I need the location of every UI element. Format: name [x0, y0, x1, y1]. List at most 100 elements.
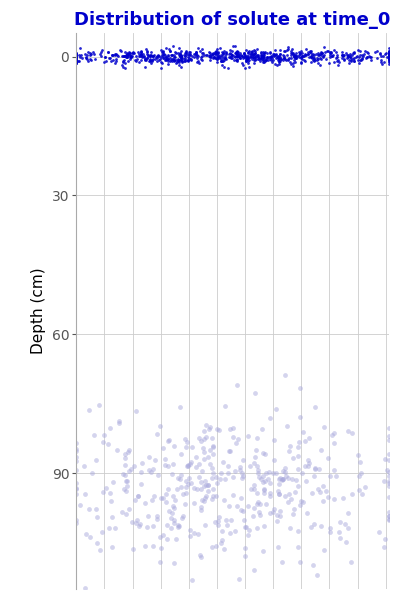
Point [356, 471, 363, 481]
Point [215, 521, 222, 530]
Point [244, 47, 251, 56]
Point [314, 570, 320, 580]
Point [169, 469, 175, 478]
Point [124, 49, 130, 58]
Point [315, 54, 322, 64]
Point [183, 55, 189, 65]
Point [263, 499, 269, 509]
Point [312, 49, 319, 59]
Point [317, 487, 324, 497]
Point [260, 52, 267, 62]
Point [214, 478, 220, 488]
Point [211, 52, 218, 62]
Point [193, 47, 199, 57]
Point [198, 478, 204, 487]
Point [240, 53, 246, 62]
Point [222, 47, 229, 57]
Point [290, 50, 296, 59]
Point [218, 50, 224, 60]
Point [202, 520, 208, 529]
Point [163, 52, 169, 62]
Point [318, 50, 324, 59]
Point [378, 51, 384, 61]
Point [285, 497, 292, 507]
Point [348, 56, 354, 66]
Point [212, 49, 218, 58]
Point [155, 470, 162, 480]
Point [361, 49, 368, 58]
Point [208, 52, 214, 62]
Point [262, 47, 268, 56]
Point [196, 58, 202, 68]
Point [178, 51, 184, 61]
Point [186, 53, 192, 63]
Point [386, 515, 392, 524]
Point [209, 542, 216, 552]
Point [288, 50, 294, 59]
Point [236, 53, 243, 62]
Point [248, 52, 254, 62]
Point [134, 491, 141, 501]
Point [124, 476, 130, 486]
Point [310, 52, 316, 61]
Point [272, 50, 278, 59]
Point [165, 484, 171, 493]
Point [253, 54, 259, 64]
Point [216, 425, 222, 435]
Point [241, 49, 247, 58]
Point [386, 50, 392, 60]
Point [386, 51, 392, 61]
Point [242, 50, 248, 59]
Point [234, 50, 240, 59]
Point [77, 52, 83, 61]
Point [386, 449, 392, 459]
Point [386, 49, 392, 58]
Point [300, 51, 306, 61]
Point [176, 43, 182, 53]
Point [82, 53, 89, 63]
Point [234, 50, 240, 59]
Point [218, 56, 225, 66]
Point [208, 464, 215, 473]
Point [236, 50, 242, 60]
Point [185, 52, 191, 62]
Point [241, 543, 248, 553]
Point [282, 467, 288, 477]
Point [187, 526, 193, 535]
Point [125, 56, 131, 66]
Point [281, 53, 287, 62]
Point [210, 49, 217, 58]
Point [192, 47, 199, 57]
Point [295, 443, 301, 452]
Point [297, 500, 303, 510]
Point [206, 47, 213, 57]
Point [338, 50, 345, 59]
Point [291, 52, 298, 62]
Point [239, 52, 245, 61]
Point [170, 518, 177, 528]
Point [302, 461, 308, 471]
Point [277, 46, 284, 55]
Point [250, 49, 256, 59]
Point [250, 55, 257, 65]
Point [193, 49, 200, 59]
Point [274, 486, 281, 496]
Point [254, 433, 260, 443]
Point [156, 55, 162, 65]
Point [254, 488, 260, 498]
Point [219, 47, 225, 56]
Point [316, 50, 322, 60]
Point [112, 523, 118, 533]
Point [108, 56, 114, 66]
Point [98, 47, 105, 56]
Point [386, 435, 392, 445]
Point [230, 41, 236, 51]
Point [386, 55, 392, 64]
Point [168, 514, 174, 523]
Point [298, 58, 304, 68]
Point [143, 44, 149, 54]
Point [202, 480, 209, 490]
Point [122, 454, 128, 463]
Point [306, 47, 313, 57]
Point [248, 49, 254, 59]
